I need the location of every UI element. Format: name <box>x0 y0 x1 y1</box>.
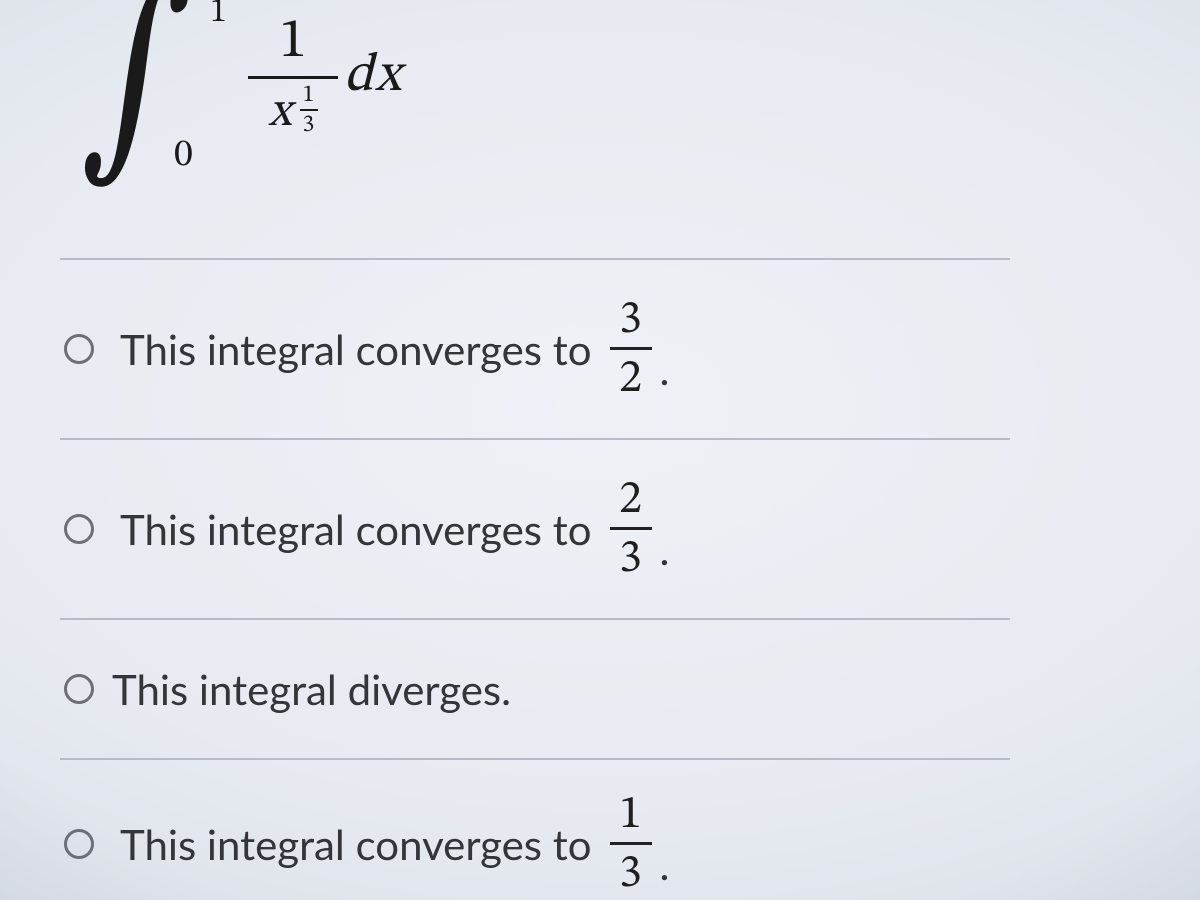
radio-icon[interactable] <box>64 514 94 544</box>
denominator-exponent: 1 3 <box>300 83 318 137</box>
option-period: . <box>660 839 670 897</box>
option-row[interactable]: This integral converges to 3 2 . <box>60 258 1010 438</box>
integrand-fraction: 1 x 1 3 <box>248 14 338 137</box>
radio-icon[interactable] <box>64 829 94 859</box>
option-period: . <box>660 344 670 402</box>
radio-icon[interactable] <box>64 674 94 704</box>
option-row[interactable]: This integral converges to 2 3 . <box>60 438 1010 618</box>
denominator-base: x <box>269 89 292 137</box>
option-lead: This integral converges to <box>120 504 592 554</box>
upper-limit: 1 <box>210 0 227 35</box>
option-denominator: 3 <box>619 530 642 582</box>
option-fraction: 2 3 <box>610 477 652 582</box>
lower-limit: 0 <box>174 132 193 180</box>
option-lead: This integral converges to <box>120 819 592 869</box>
option-text: This integral diverges. <box>112 664 511 714</box>
option-period: . <box>660 524 670 582</box>
option-lead: This integral converges to <box>120 324 592 374</box>
exp-denominator: 3 <box>303 113 315 137</box>
option-denominator: 3 <box>619 845 642 897</box>
option-numerator: 3 <box>619 297 642 347</box>
quiz-question: ∫ 1 0 1 x 1 3 dx Th <box>60 0 1150 900</box>
option-numerator: 2 <box>619 477 642 527</box>
option-row[interactable]: This integral diverges. <box>60 618 1010 758</box>
differential: dx <box>344 42 403 110</box>
option-lead: This integral diverges. <box>112 664 511 714</box>
integrand-numerator: 1 <box>271 14 315 76</box>
option-row[interactable]: This integral converges to 1 3 . <box>60 758 1010 900</box>
option-text: This integral converges to 1 3 . <box>120 792 669 897</box>
option-numerator: 1 <box>619 792 642 842</box>
radio-icon[interactable] <box>64 334 94 364</box>
option-fraction: 3 2 <box>610 297 652 402</box>
option-text: This integral converges to 2 3 . <box>120 477 669 582</box>
exp-numerator: 1 <box>303 83 315 107</box>
option-text: This integral converges to 3 2 . <box>120 297 669 402</box>
integrand-denominator: x 1 3 <box>269 79 318 137</box>
option-denominator: 2 <box>619 350 642 402</box>
integrand: 1 x 1 3 dx <box>248 14 403 137</box>
question-integral: ∫ 1 0 1 x 1 3 dx <box>80 0 1150 210</box>
exp-fraction-bar <box>300 109 318 111</box>
option-fraction: 1 3 <box>610 792 652 897</box>
answer-options: This integral converges to 3 2 . This in… <box>60 258 1150 900</box>
